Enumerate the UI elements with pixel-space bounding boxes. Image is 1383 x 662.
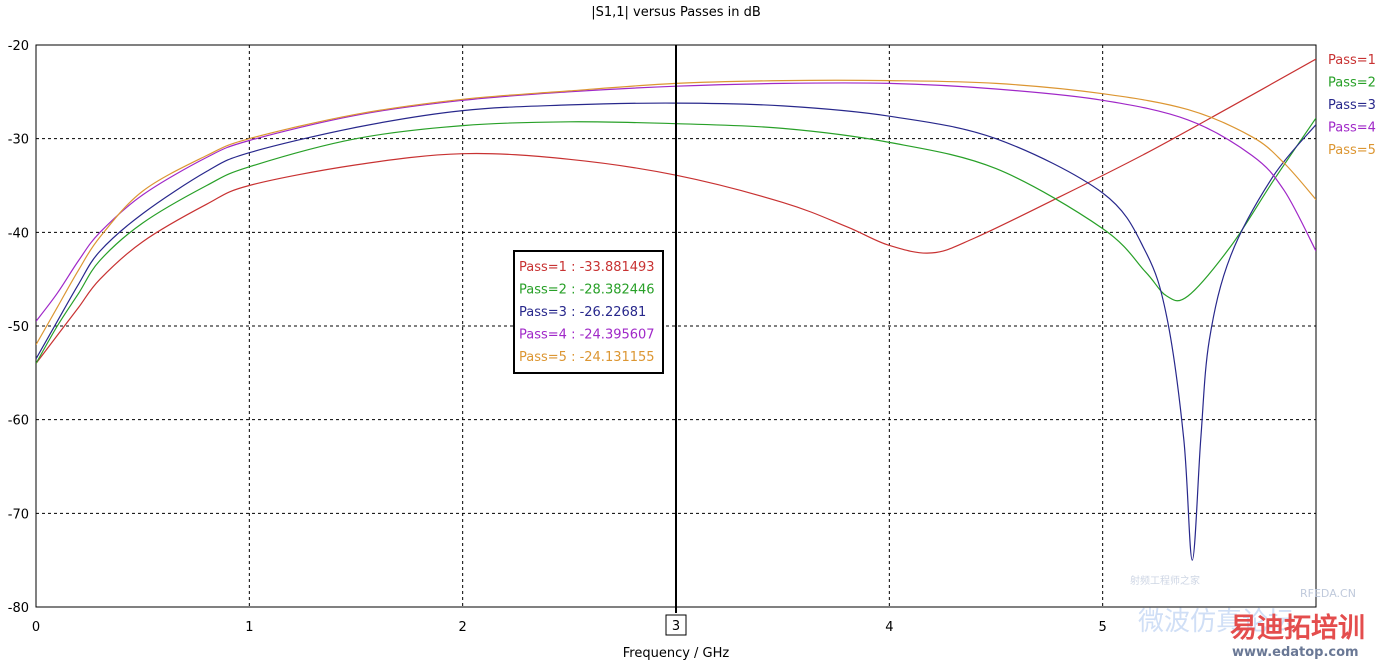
readout-entry-pass-3: Pass=3 : -26.22681 [519,305,646,320]
marker-label: 3 [672,619,680,634]
y-tick-label: -80 [8,601,29,616]
readout-entry-pass-5: Pass=5 : -24.131155 [519,350,655,365]
x-tick-label: 4 [885,620,893,635]
legend-entry-pass-5: Pass=5 [1328,143,1376,158]
series-line-pass-5 [36,79,1316,346]
legend-entry-pass-4: Pass=4 [1328,121,1376,136]
y-tick-label: -20 [8,39,29,54]
series-lines [36,58,1316,561]
watermark-cn-text: 微波仿真论坛 [1138,607,1294,637]
y-tick-label: -40 [8,226,29,241]
readout-entry-pass-1: Pass=1 : -33.881493 [519,260,655,275]
x-tick-label: 5 [1099,620,1107,635]
readout-entry-pass-2: Pass=2 : -28.382446 [519,283,655,298]
legend: Pass=1 Pass=2 Pass=3 Pass=4 Pass=5 [1328,53,1376,158]
chart-title: |S1,1| versus Passes in dB [591,5,761,20]
marker-readout-box: Pass=1 : -33.881493 Pass=2 : -28.382446 Pa… [513,250,664,374]
readout-entry-pass-4: Pass=4 : -24.395607 [519,328,655,343]
watermark-brand: RFEDA.CN [1300,587,1356,600]
x-tick-label: 0 [32,620,40,635]
x-axis-label: Frequency / GHz [623,646,730,661]
watermark: RFEDA.CN 射频工程师之家 微波仿真论坛 易迪拓培训 www.edatop… [1130,574,1365,660]
watermark-logo: 易迪拓培训 [1230,613,1365,644]
y-tick-label: -50 [8,320,29,335]
series-line-pass-3 [36,102,1316,561]
watermark-small-text: 射频工程师之家 [1130,574,1200,587]
x-tick-label: 2 [459,620,467,635]
legend-entry-pass-1: Pass=1 [1328,53,1376,68]
y-tick-label: -70 [8,507,29,522]
marker-label-box[interactable] [665,614,687,636]
x-tick-label: 1 [245,620,253,635]
y-tick-label: -30 [8,133,29,148]
legend-entry-pass-3: Pass=3 [1328,98,1376,113]
series-line-pass-2 [36,117,1316,364]
y-tick-label: -60 [8,414,29,429]
watermark-url: www.edatop.com [1232,645,1359,660]
series-line-pass-1 [36,58,1316,364]
legend-entry-pass-2: Pass=2 [1328,76,1376,91]
axis-ticks: 0 1 2 3 4 5 -20 -30 -40 -50 -60 -70 -80 [8,39,1107,635]
